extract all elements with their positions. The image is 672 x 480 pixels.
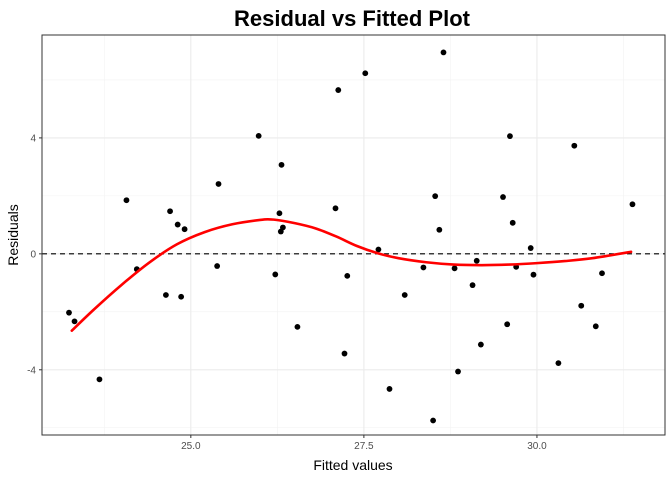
scatter-point (123, 197, 130, 204)
scatter-point (215, 181, 222, 187)
scatter-point (272, 271, 279, 278)
scatter-point (477, 341, 484, 348)
scatter-point (629, 201, 636, 208)
scatter-point (451, 265, 458, 272)
scatter-point (66, 309, 72, 316)
scatter-point (294, 323, 301, 330)
scatter-point (341, 350, 348, 357)
scatter-point (278, 161, 285, 168)
scatter-point (163, 292, 169, 298)
scatter-point (420, 264, 427, 271)
scatter-point (386, 386, 393, 392)
scatter-point (181, 226, 188, 233)
chart-title: Residual vs Fitted Plot (234, 6, 471, 31)
scatter-point (473, 257, 480, 264)
scatter-point (578, 302, 585, 309)
smooth-curve-group (70, 217, 633, 332)
plot-border (41, 34, 666, 436)
scatter-point (507, 133, 513, 140)
y-axis-title: Residuals (5, 204, 21, 265)
scatter-point (332, 205, 339, 212)
scatter-point (527, 245, 534, 251)
x-tick-label: 30.0 (527, 441, 547, 452)
scatter-point (214, 263, 221, 269)
axes: 25.0 27.5 30.0 -4 0 4 (27, 133, 547, 452)
scatter-point (279, 224, 286, 231)
scatter-point (530, 271, 537, 278)
scatter-point (174, 221, 181, 228)
scatter-point (455, 368, 461, 375)
scatter-point (432, 193, 439, 200)
scatter-point (504, 321, 511, 328)
scatter-point (362, 70, 369, 77)
grid-lines (42, 35, 665, 435)
scatter-point (555, 360, 562, 367)
scatter-point (96, 376, 103, 383)
scatter-point (344, 272, 351, 279)
y-tick-label: 0 (30, 249, 36, 260)
scatter-point (401, 292, 408, 298)
scatter-point (436, 226, 443, 233)
scatter-point (592, 323, 599, 330)
scatter-point (500, 194, 506, 200)
scatter-point (509, 219, 516, 226)
scatter-point (599, 270, 605, 277)
scatter-point (375, 246, 382, 253)
y-tick-label: 4 (30, 133, 36, 144)
smooth-curve (70, 217, 633, 332)
scatter-point (469, 282, 476, 289)
scatter-point (430, 417, 437, 424)
scatter-point (167, 208, 173, 215)
scatter-point (71, 318, 78, 325)
scatter-point (335, 87, 342, 93)
scatter-point (571, 142, 578, 149)
scatter-point (255, 132, 262, 139)
x-tick-label: 27.5 (354, 441, 374, 452)
plot-panel (42, 35, 665, 435)
y-tick-label: -4 (27, 365, 36, 376)
scatter-point (276, 210, 283, 217)
scatter-point (440, 49, 447, 56)
x-axis-title: Fitted values (313, 457, 392, 473)
x-tick-label: 25.0 (181, 441, 201, 452)
scatter-point (178, 293, 185, 300)
